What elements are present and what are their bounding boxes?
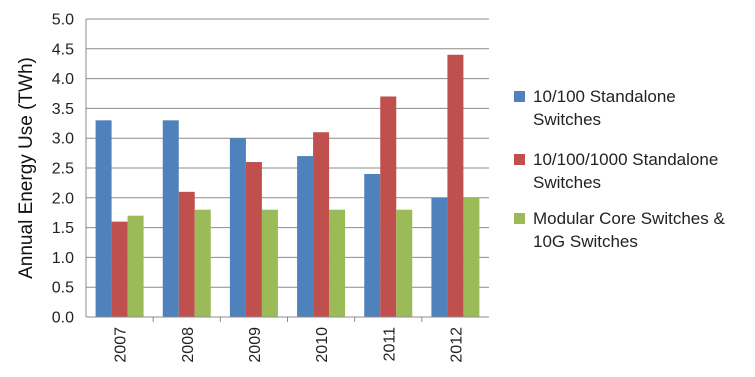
y-tick-label: 4.5 [52,41,74,58]
bar-2008-series-1 [162,120,179,317]
bar-2012-series-2 [447,54,464,317]
bar-2007-series-3 [127,215,144,317]
bar-2007-series-2 [111,221,128,317]
bar-2007-series-1 [95,120,112,317]
bar-2009-series-2 [245,162,262,317]
bar-2011-series-3 [396,209,413,317]
y-tick-label: 5.0 [52,12,74,29]
legend-label: Switches [533,110,601,129]
legend-label: 10/100/1000 Standalone [533,150,718,169]
bar-2009-series-1 [229,138,246,317]
bar-2010-series-1 [297,156,314,317]
y-tick-label: 0.5 [52,280,74,297]
bar-2012-series-1 [431,197,448,317]
x-tick-label: 2011 [381,327,398,362]
y-tick-label: 2.0 [52,190,74,207]
y-tick-label: 1.0 [52,250,74,267]
bar-2012-series-3 [463,197,480,317]
legend-swatch [514,91,525,102]
bar-2010-series-3 [329,209,346,317]
bar-2011-series-2 [380,96,397,317]
y-axis-title: Annual Energy Use (TWh) [16,57,37,279]
y-tick-label: 3.5 [52,101,74,118]
bar-2009-series-3 [261,209,278,317]
bar-2010-series-2 [313,132,330,317]
y-tick-label: 4.0 [52,71,74,88]
y-tick-label: 0.0 [52,310,74,327]
y-tick-label: 1.5 [52,220,74,237]
legend-label: Modular Core Switches & [533,209,725,228]
legend: 10/100 Standalone Switches 10/100/1000 Sta… [514,87,725,251]
bar-2008-series-3 [194,209,211,317]
x-tick-label: 2012 [448,327,465,363]
legend-label: 10G Switches [533,232,638,251]
x-tick-label: 2009 [247,327,264,363]
bar-2008-series-2 [178,191,195,317]
x-tick-label: 2008 [180,327,197,363]
bars [95,54,480,317]
x-tick-label: 2007 [113,327,130,363]
legend-swatch [514,213,525,224]
bar-2011-series-1 [364,173,381,317]
legend-label: 10/100 Standalone [533,87,676,106]
legend-label: Switches [533,173,601,192]
grid-lines [86,18,489,318]
x-tick-label: 2010 [314,327,331,363]
axes [85,19,489,322]
y-tick-labels: 0.0 0.5 1.0 1.5 2.0 2.5 3.0 3.5 4.0 4.5 5.0 [52,12,74,327]
legend-swatch [514,154,525,165]
y-tick-label: 2.5 [52,161,74,178]
y-tick-label: 3.0 [52,131,74,148]
x-tick-labels: 2007 2008 2009 2010 2011 2012 [113,327,466,363]
